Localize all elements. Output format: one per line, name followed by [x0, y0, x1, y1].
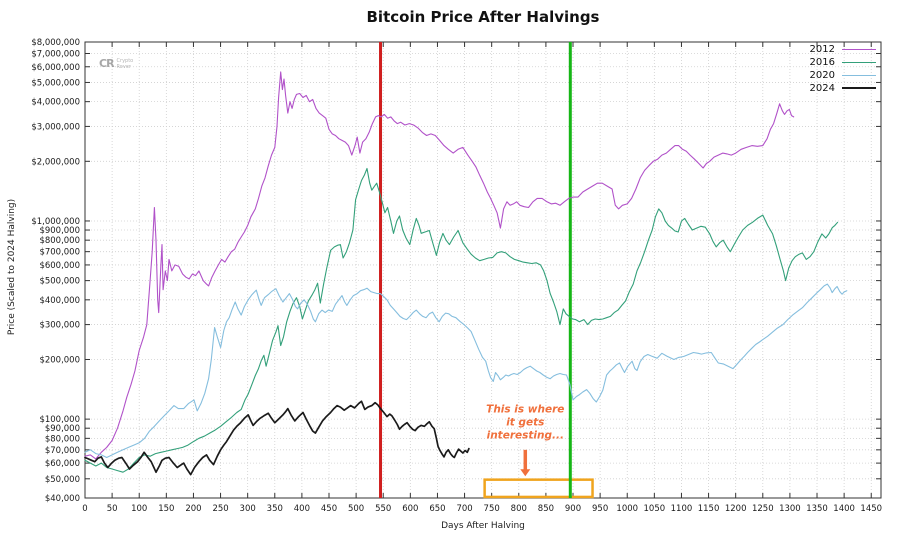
- tick-labels: $8,000,000$7,000,000 $6,000,000 $5,000,000…: [31, 38, 882, 514]
- svg-text:$6,000,000: $6,000,000: [31, 63, 80, 73]
- svg-text:700: 700: [456, 504, 472, 514]
- series-line-2024: [84, 400, 470, 476]
- svg-text:0: 0: [82, 504, 87, 514]
- svg-text:$70,000: $70,000: [45, 446, 80, 456]
- svg-text:$2,000,000: $2,000,000: [31, 157, 80, 167]
- series-line-2016: [84, 167, 839, 473]
- annotation-arrow-icon: [520, 449, 531, 477]
- svg-text:$600,000: $600,000: [39, 261, 80, 271]
- svg-text:$200,000: $200,000: [39, 355, 80, 365]
- svg-text:1300: 1300: [779, 504, 801, 514]
- svg-text:$7,000,000: $7,000,000: [31, 49, 80, 59]
- svg-text:600: 600: [402, 504, 418, 514]
- legend-entry-2024: 2024: [810, 82, 876, 94]
- svg-text:it gets: it gets: [506, 416, 544, 428]
- legend-label: 2012: [809, 43, 835, 55]
- svg-text:$700,000: $700,000: [39, 248, 80, 258]
- svg-text:interesting...: interesting...: [487, 429, 564, 441]
- svg-text:$5,000,000: $5,000,000: [31, 78, 80, 88]
- highlight-box: [483, 478, 594, 499]
- svg-text:1150: 1150: [698, 504, 720, 514]
- svg-text:750: 750: [484, 504, 500, 514]
- svg-text:1350: 1350: [806, 504, 828, 514]
- svg-text:$40,000: $40,000: [45, 494, 80, 504]
- svg-text:450: 450: [321, 504, 337, 514]
- legend-line-sample: [842, 48, 876, 50]
- svg-text:850: 850: [538, 504, 554, 514]
- svg-text:200: 200: [185, 504, 201, 514]
- legend-line-sample: [842, 87, 876, 89]
- svg-text:This is where: This is where: [486, 403, 564, 415]
- legend-entry-2012: 2012: [810, 43, 876, 55]
- svg-text:1250: 1250: [752, 504, 774, 514]
- legend-label: 2016: [809, 56, 835, 68]
- svg-text:150: 150: [158, 504, 174, 514]
- svg-text:$900,000: $900,000: [39, 226, 80, 236]
- svg-text:$90,000: $90,000: [45, 424, 80, 434]
- series-line-2020: [84, 283, 848, 459]
- logo-text-line2: Rover: [116, 63, 131, 70]
- svg-text:$3,000,000: $3,000,000: [31, 122, 80, 132]
- svg-text:1450: 1450: [860, 504, 882, 514]
- svg-text:$800,000: $800,000: [39, 236, 80, 246]
- svg-text:1100: 1100: [671, 504, 693, 514]
- legend-line-sample: [842, 61, 876, 63]
- series-line-2012: [84, 71, 795, 460]
- svg-text:$4,000,000: $4,000,000: [31, 98, 80, 108]
- svg-text:1000: 1000: [616, 504, 638, 514]
- logo-text-line1: Crypto: [116, 57, 134, 64]
- svg-text:1400: 1400: [833, 504, 855, 514]
- svg-text:650: 650: [429, 504, 445, 514]
- legend-entry-2016: 2016: [810, 56, 876, 68]
- svg-text:500: 500: [348, 504, 364, 514]
- svg-text:350: 350: [267, 504, 283, 514]
- axis-ticks: [84, 41, 881, 499]
- svg-text:400: 400: [294, 504, 310, 514]
- x-axis-label: Days After Halving: [441, 521, 525, 531]
- svg-text:950: 950: [592, 504, 608, 514]
- crypto-rover-logo: CR Crypto Rover: [99, 57, 133, 70]
- svg-text:$8,000,000: $8,000,000: [31, 38, 80, 48]
- y-axis-label: Price (Scaled to 2024 Halving): [7, 198, 17, 336]
- svg-text:$300,000: $300,000: [39, 321, 80, 331]
- svg-text:$50,000: $50,000: [45, 475, 80, 485]
- legend-entry-2020: 2020: [810, 69, 876, 81]
- chart-title: Bitcoin Price After Halvings: [366, 8, 600, 26]
- svg-text:50: 50: [107, 504, 118, 514]
- legend-line-sample: [842, 74, 876, 76]
- gridlines: [84, 41, 881, 499]
- svg-text:300: 300: [240, 504, 256, 514]
- svg-text:800: 800: [511, 504, 527, 514]
- svg-text:250: 250: [212, 504, 228, 514]
- svg-text:$400,000: $400,000: [39, 296, 80, 306]
- legend-label: 2024: [809, 82, 835, 94]
- legend: 2012 2016 2020 2024: [810, 43, 876, 94]
- svg-text:1200: 1200: [725, 504, 747, 514]
- svg-text:900: 900: [565, 504, 581, 514]
- svg-text:$80,000: $80,000: [45, 434, 80, 444]
- legend-label: 2020: [809, 69, 835, 81]
- svg-text:$60,000: $60,000: [45, 459, 80, 469]
- logo-mark-icon: CR: [99, 57, 115, 70]
- svg-text:550: 550: [375, 504, 391, 514]
- svg-text:$1,000,000: $1,000,000: [31, 217, 80, 227]
- plot-border: [84, 41, 882, 499]
- svg-text:100: 100: [131, 504, 147, 514]
- svg-text:$100,000: $100,000: [39, 415, 80, 425]
- svg-text:$500,000: $500,000: [39, 277, 80, 287]
- svg-text:1050: 1050: [644, 504, 666, 514]
